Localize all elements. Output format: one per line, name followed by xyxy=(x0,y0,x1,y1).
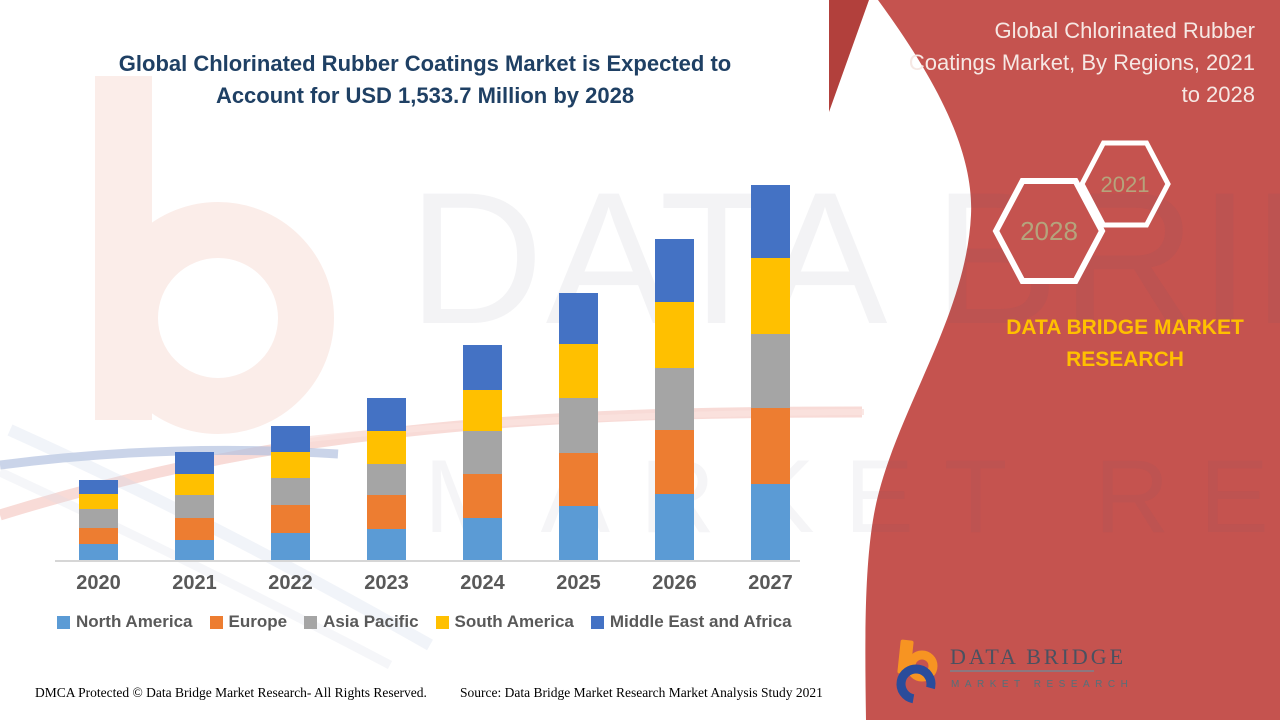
bar-segment xyxy=(175,540,214,560)
bar-segment xyxy=(367,398,406,431)
chart-title-line1: Global Chlorinated Rubber Coatings Marke… xyxy=(118,51,732,76)
bar-2023 xyxy=(367,398,406,560)
logo-b-bowl xyxy=(906,650,938,682)
legend-label: Middle East and Africa xyxy=(609,612,792,631)
x-axis-label: 2026 xyxy=(652,572,697,594)
bar-segment xyxy=(175,518,214,540)
bar-segment xyxy=(79,509,118,528)
bar-segment xyxy=(271,478,310,505)
bar-segment xyxy=(751,408,790,484)
bar-segment xyxy=(655,239,694,302)
chart-title-line2: Account for USD 1,533.7 Million by 2028 xyxy=(215,83,635,108)
legend-swatch xyxy=(209,615,223,629)
right-title-line: to 2028 xyxy=(1181,82,1255,107)
bar-segment xyxy=(655,302,694,368)
bar-segment xyxy=(559,344,598,398)
hexagon-2021-year: 2021 xyxy=(1101,172,1150,197)
legend-item: Europe xyxy=(209,612,288,632)
logo-d-swoosh xyxy=(896,664,936,704)
x-axis-label: 2021 xyxy=(172,572,217,594)
bar-2020 xyxy=(79,480,118,560)
x-axis-labels: 2020 2021 2022 2023 2024 2025 2026 2027 xyxy=(55,572,800,600)
hexagon-2021: 2021 xyxy=(1079,140,1171,228)
bar-segment xyxy=(463,474,502,518)
x-axis-label: 2025 xyxy=(556,572,601,594)
hexagon-2028: 2028 xyxy=(992,178,1106,284)
legend-label: Europe xyxy=(228,612,288,631)
legend-item: Middle East and Africa xyxy=(590,612,792,632)
bar-segment xyxy=(751,185,790,258)
bar-segment xyxy=(655,430,694,494)
bar-2025 xyxy=(559,293,598,560)
bar-segment xyxy=(367,464,406,495)
bar-segment xyxy=(463,518,502,560)
bar-segment xyxy=(271,505,310,533)
legend-item: North America xyxy=(57,612,193,632)
bar-segment xyxy=(79,528,118,544)
bar-segment xyxy=(751,484,790,560)
bar-segment xyxy=(751,334,790,408)
legend-swatch xyxy=(435,615,449,629)
source-note: Source: Data Bridge Market Research Mark… xyxy=(460,685,823,700)
bar-segment xyxy=(559,453,598,506)
bar-segment xyxy=(79,480,118,494)
bar-2024 xyxy=(463,345,502,560)
x-axis-label: 2024 xyxy=(460,572,505,594)
legend-item: South America xyxy=(435,612,574,632)
hexagon-2028-year: 2028 xyxy=(1020,216,1078,246)
bar-segment xyxy=(463,345,502,390)
bar-segment xyxy=(271,533,310,560)
bar-segment xyxy=(559,293,598,344)
legend-label: South America xyxy=(454,612,574,631)
bar-chart xyxy=(55,150,800,562)
bar-segment xyxy=(79,544,118,560)
legend-label: North America xyxy=(76,612,193,631)
logo-subtext: MARKET RESEARCH xyxy=(951,679,1133,690)
logo-wordmark: DATA BRIDGE xyxy=(950,644,1126,669)
x-axis-label: 2023 xyxy=(364,572,409,594)
legend-label: Asia Pacific xyxy=(323,612,419,631)
bar-segment xyxy=(79,494,118,509)
bar-segment xyxy=(655,368,694,430)
brand-text: DATA BRIDGE MARKET RESEARCH xyxy=(1006,316,1244,371)
data-bridge-logo: DATA BRIDGE MARKET RESEARCH xyxy=(896,639,1133,704)
bar-segment xyxy=(463,390,502,431)
right-panel-title: Global Chlorinated Rubber Coatings Marke… xyxy=(825,15,1255,111)
legend-swatch xyxy=(590,615,604,629)
bar-segment xyxy=(175,474,214,495)
dmca-notice: DMCA Protected © Data Bridge Market Rese… xyxy=(35,685,427,700)
bar-segment xyxy=(559,398,598,453)
bar-2021 xyxy=(175,452,214,560)
bar-segment xyxy=(751,258,790,334)
bar-segment xyxy=(175,495,214,518)
bar-segment xyxy=(367,529,406,560)
bar-2027 xyxy=(751,185,790,560)
bar-segment xyxy=(655,494,694,560)
bar-segment xyxy=(271,452,310,478)
bar-segment xyxy=(559,506,598,560)
bar-2026 xyxy=(655,239,694,560)
bar-segment xyxy=(367,495,406,529)
x-axis-label: 2022 xyxy=(268,572,313,594)
bar-segment xyxy=(271,426,310,452)
right-title-line: Coatings Market, By Regions, 2021 xyxy=(908,50,1255,75)
chart-title: Global Chlorinated Rubber Coatings Marke… xyxy=(65,48,785,112)
legend-swatch xyxy=(304,615,318,629)
legend-item: Asia Pacific xyxy=(304,612,419,632)
chart-legend: North America Europe Asia Pacific South Ame… xyxy=(57,612,792,632)
bar-segment xyxy=(175,452,214,474)
bar-2022 xyxy=(271,426,310,560)
right-title-line: Global Chlorinated Rubber xyxy=(994,18,1256,43)
bar-segment xyxy=(463,431,502,474)
legend-swatch xyxy=(57,615,70,629)
x-axis-label: 2020 xyxy=(76,572,121,594)
logo-b-stem xyxy=(897,639,914,675)
bar-segment xyxy=(367,431,406,464)
x-axis-label: 2027 xyxy=(748,572,793,594)
